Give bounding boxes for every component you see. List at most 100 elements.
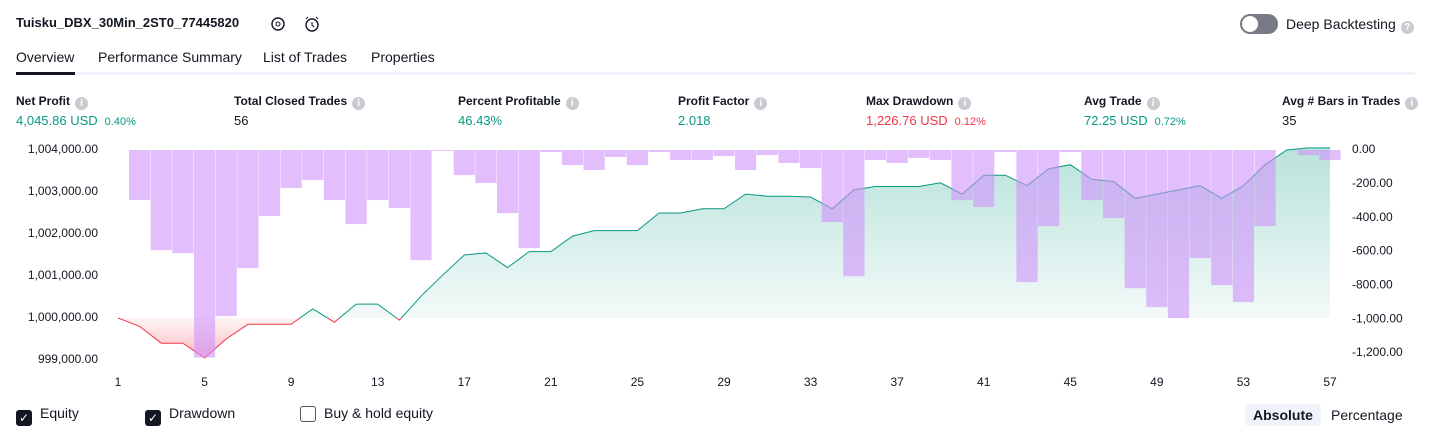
stat-label-text: Max Drawdown [866,94,954,108]
alert-icon[interactable] [305,18,319,32]
y-tick-label: 1,002,000.00 [28,226,98,240]
tab[interactable]: Overview [16,49,75,65]
stat-label: Max Drawdown i [866,94,972,110]
drawdown-bar [518,150,540,249]
drawdown-bar [843,150,865,277]
y-tick-label: 999,000.00 [38,352,98,366]
stat-value-text: 4,045.86 USD [16,113,98,128]
info-icon[interactable]: i [1146,97,1160,110]
drawdown-bar [691,150,713,160]
x-tick-label: 53 [1237,375,1251,389]
drawdown-bar [908,150,930,158]
info-icon[interactable]: i [565,97,579,110]
deep-toggle[interactable] [1240,14,1278,34]
x-tick-label: 21 [544,375,558,389]
info-icon[interactable]: i [75,97,88,110]
tab-rule [16,72,1415,75]
stat-pct: 0.72% [1154,116,1186,128]
stat-value: 35 [1282,113,1296,128]
drawdown-bar [561,150,584,166]
drawdown-bar [215,150,237,317]
y-tick-label: 1,001,000.00 [28,268,98,282]
stat-value: 1,226.76 USD 0.12% [866,113,986,128]
stat-label-text: Percent Profitable [458,94,561,108]
drawdown-bar [670,150,692,160]
checkbox [300,406,316,422]
y2-tick-label: -600.00 [1352,244,1393,258]
info-icon[interactable]: i [1405,97,1419,110]
y2-tick-label: -200.00 [1352,176,1393,190]
drawdown-bar [388,150,410,209]
stat-label: Avg # Bars in Trades i [1282,94,1419,110]
stat-label: Total Closed Trades i [234,94,366,110]
deep-label: Deep Backtesting? [1286,16,1414,34]
drawdown-bar [367,150,389,201]
info-icon[interactable]: i [958,97,972,110]
drawdown-bar [973,150,995,208]
x-tick-label: 49 [1150,375,1164,389]
drawdown-bar [864,150,887,160]
tab-underline [16,72,75,75]
drawdown-bar [756,150,778,156]
drawdown-bar [713,150,735,157]
stat-value-text: 2.018 [678,113,711,128]
stat-value: 2.018 [678,113,711,128]
info-icon[interactable]: i [352,97,366,110]
deep-text: Deep Backtesting [1286,16,1396,32]
y-tick-label: 1,000,000.00 [28,310,98,324]
drawdown-bar [951,150,973,201]
help-icon[interactable]: ? [1400,21,1414,34]
x-tick-label: 45 [1064,375,1078,389]
drawdown-bar [237,150,259,269]
legend-item[interactable]: ✓ Drawdown [145,405,235,426]
legend-label: Buy & hold equity [324,405,433,421]
x-tick-label: 33 [804,375,818,389]
stat-value: 56 [234,113,248,128]
settings-icon[interactable] [271,17,285,31]
tab[interactable]: List of Trades [263,49,348,65]
x-tick-label: 25 [631,375,645,389]
legend-label: Drawdown [169,405,236,421]
drawdown-bar [1038,150,1060,227]
y-tick-label: 1,004,000.00 [28,142,98,156]
legend-item[interactable]: ✓ Equity [16,405,79,426]
stat-value-text: 46.43% [458,113,503,128]
legend-item[interactable]: Buy & hold equity [300,405,433,422]
legend-label: Equity [40,405,79,421]
mode-button[interactable]: Absolute [1245,404,1321,426]
stat-value: 4,045.86 USD 0.40% [16,113,136,128]
stat-value: 72.25 USD 0.72% [1084,113,1186,128]
drawdown-bar [193,150,216,358]
drawdown-bar [410,150,432,261]
info-icon[interactable]: i [754,97,768,110]
drawdown-bar [778,150,800,164]
tab[interactable]: Performance Summary [98,49,242,65]
y2-tick-label: 0.00 [1352,142,1376,156]
drawdown-bar [821,150,843,223]
drawdown-bar [1297,150,1319,156]
stat-label: Avg Trade i [1084,94,1160,110]
drawdown-bar [129,150,151,200]
drawdown-bar [540,150,562,153]
stat-label-text: Total Closed Trades [234,94,348,108]
y2-tick-label: -400.00 [1352,210,1393,224]
stat-value-text: 35 [1282,113,1297,128]
drawdown-bar [1081,150,1103,201]
x-tick-label: 57 [1323,375,1337,389]
stat-value: 46.43% [458,113,502,128]
drawdown-bar [258,150,281,216]
drawdown-bar [323,150,346,201]
tab[interactable]: Properties [371,49,435,65]
stat-label-text: Profit Factor [678,94,750,108]
drawdown-bar [1124,150,1146,289]
stat-label: Net Profit i [16,94,88,110]
mode-button[interactable]: Percentage [1331,407,1403,423]
drawdown-bar [475,150,497,183]
drawdown-bar [345,150,367,225]
toggle-knob [1242,16,1258,32]
x-tick-label: 41 [977,375,991,389]
x-tick-label: 5 [201,375,208,389]
y2-tick-label: -1,200.00 [1352,345,1403,359]
x-tick-label: 29 [717,375,731,389]
